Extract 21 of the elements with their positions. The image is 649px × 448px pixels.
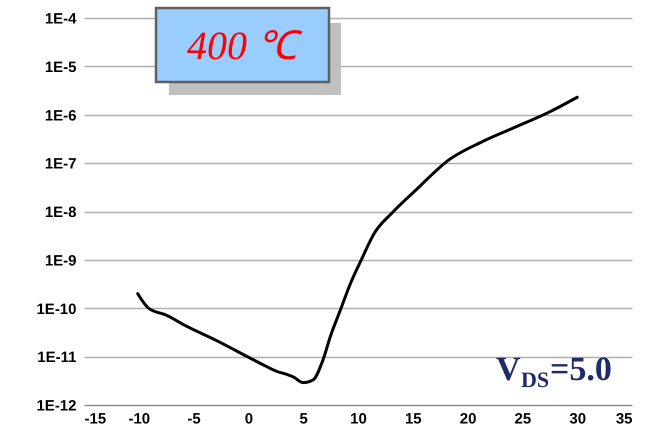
y-tick-label: 1E-7 [44,156,76,173]
x-tick-label: 35 [616,410,632,428]
x-tick-label: 30 [569,410,586,428]
annotation: 400 ℃ [187,23,303,68]
x-tick-label: 20 [460,410,476,428]
y-tick-label: 1E-9 [44,252,76,270]
y-tick-label: 1E-4 [44,10,78,28]
x-tick-label: 15 [404,410,422,428]
y-tick-label: 1E-11 [37,349,76,366]
y-tick-label: 1E-6 [44,107,76,124]
y-tick-label: 1E-12 [36,398,76,414]
x-tick-label: 0 [244,410,254,428]
x-tick-label: -15 [84,410,106,428]
x-tick-label: 5 [300,410,308,428]
x-tick-label: 10 [350,410,367,428]
x-tick-label: 25 [514,410,532,428]
y-tick-label: 1E-8 [44,204,76,221]
y-tick-label: 1E-5 [44,58,76,76]
x-tick-label: -10 [128,410,150,428]
y-tick-label: 1E-10 [36,300,76,318]
x-tick-label: -5 [187,410,201,428]
